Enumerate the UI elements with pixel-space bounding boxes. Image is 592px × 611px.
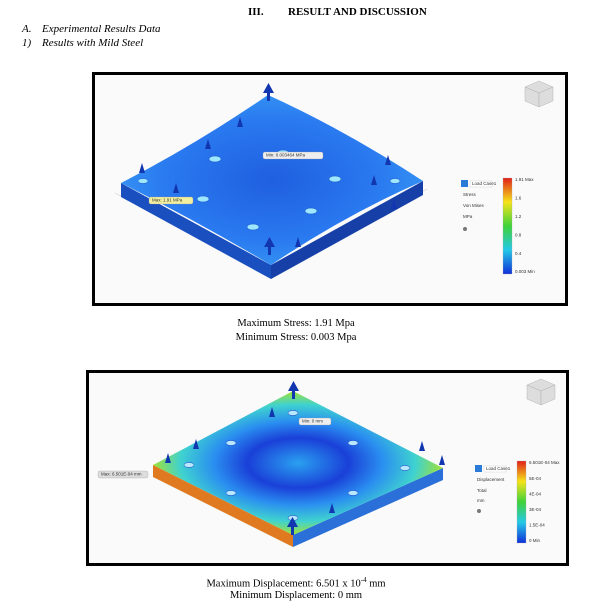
holes <box>183 410 411 521</box>
caption-line: Maximum Displacement: 6.501 x 10-4 mm <box>0 576 592 590</box>
section-number: III. <box>248 6 264 18</box>
load-arrows <box>165 381 445 535</box>
min-probe: Min: 0 mm <box>302 419 323 424</box>
plate-side <box>271 181 423 279</box>
legend-bar <box>502 177 513 275</box>
figure: Min: 0.003464 MPa Max: 1.91 MPa Load Cas… <box>92 72 568 306</box>
subsection-label: A. <box>22 23 32 35</box>
legend-label: 1.5E-04 <box>529 523 545 528</box>
legend-label: 4E-04 <box>529 491 542 496</box>
load-case: Load Case1 <box>486 466 511 471</box>
stress-type: Von Mises <box>463 203 485 208</box>
legend-label: 1.2 <box>515 214 522 219</box>
probe-box <box>148 196 194 205</box>
load-arrows <box>139 83 397 255</box>
fea-view: Min: 0 mm Max: 6.501E-04 mm Load Case1 D… <box>97 378 560 547</box>
legend-label: 1.91 Max <box>515 177 534 182</box>
subsection-title: Experimental Results Data <box>42 23 161 35</box>
fea-view: Min: 0.003464 MPa Max: 1.91 MPa Load Cas… <box>114 80 554 279</box>
plate-side <box>121 183 271 279</box>
plate-side <box>293 468 443 547</box>
probe-box <box>298 417 332 426</box>
legend-label: 6.501E-04 Max <box>529 460 560 465</box>
result-type: Stress <box>463 192 477 197</box>
caption-line: Maximum Stress: 1.91 Mpa <box>237 318 355 329</box>
legend-label: 3E-04 <box>529 507 542 512</box>
section-title: RESULT AND DISCUSSION <box>288 6 427 18</box>
probe-box <box>262 151 324 160</box>
max-probe: Max: 6.501E-04 mm <box>101 472 142 477</box>
results-panel: Load Case1 Stress Von Mises MPa <box>461 180 497 231</box>
min-probe: Min: 0.003464 MPa <box>266 153 306 158</box>
max-probe: Max: 1.91 MPa <box>152 198 183 203</box>
display-type: Total <box>477 488 487 493</box>
plate-top <box>153 391 443 535</box>
view-cube <box>524 80 554 108</box>
legend-label: 5E-04 <box>529 476 542 481</box>
legend-label: 0.003 Min <box>515 269 535 274</box>
caption-line: Minimum Displacement: 0 mm <box>229 590 363 601</box>
superscript: -4 <box>360 576 367 584</box>
result-type: Displacement <box>477 477 505 482</box>
subsubsection-label: 1) <box>22 37 32 49</box>
caption-suffix: mm <box>366 578 386 590</box>
plate-side <box>153 465 293 547</box>
results-panel: Load Case1 Displacement Total mm <box>475 465 511 513</box>
caption-text: Maximum Displacement: 6.501 x 10 <box>206 578 361 590</box>
unit: mm <box>477 498 485 503</box>
figure: Min: 0 mm Max: 6.501E-04 mm Load Case1 D… <box>86 370 569 566</box>
legend-label: 0 Min <box>529 538 541 543</box>
holes <box>137 149 401 231</box>
legend-label: 1.6 <box>515 196 522 201</box>
legend-label: 0.8 <box>515 232 522 237</box>
legend-label: 0.4 <box>515 251 522 256</box>
plate-top <box>121 95 423 265</box>
legend-bar <box>516 460 527 544</box>
view-cube <box>526 378 556 406</box>
subsubsection-title: Results with Mild Steel <box>42 37 144 49</box>
probe-box <box>97 470 149 479</box>
load-case: Load Case1 <box>472 181 497 186</box>
unit: MPa <box>463 214 473 219</box>
caption-line: Minimum Stress: 0.003 Mpa <box>235 332 357 343</box>
